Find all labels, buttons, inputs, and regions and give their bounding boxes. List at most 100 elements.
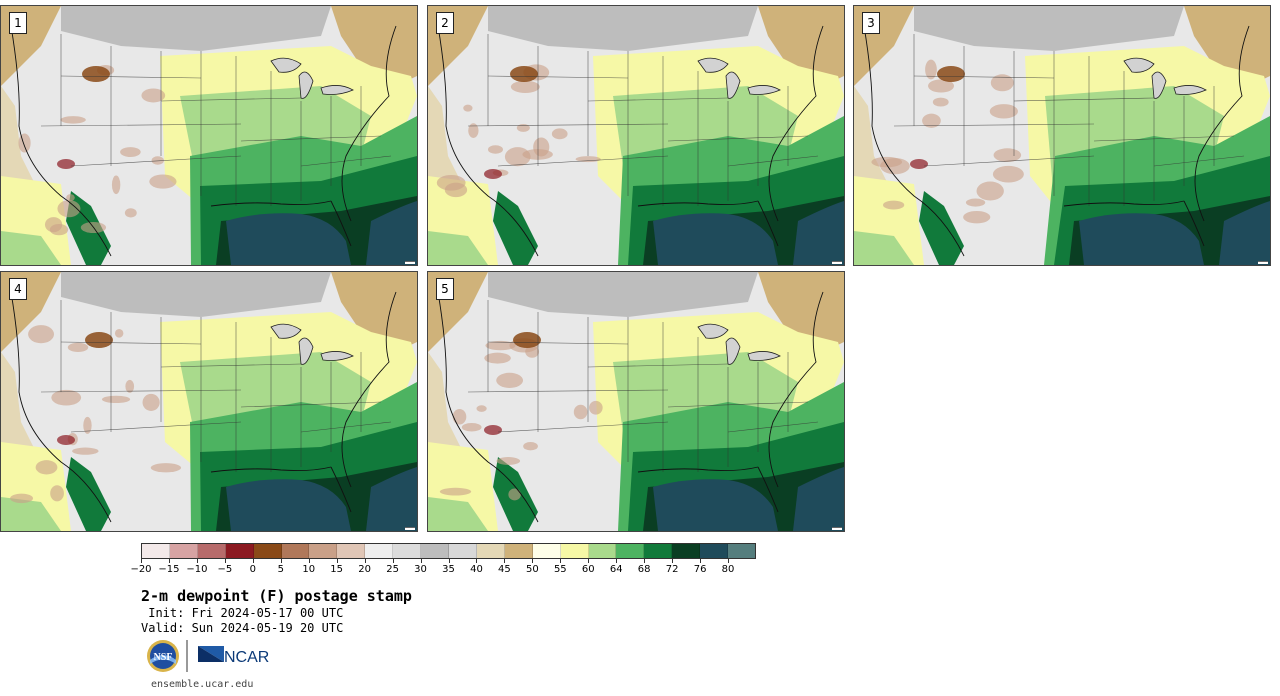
very-dry-patch [82,66,110,82]
colorbar-tick [532,559,534,563]
very-dry-patch [910,159,928,169]
colorbar-tick [644,559,646,563]
scale-mark [832,527,842,530]
colorbar-tick [448,559,450,563]
pacific-moist-zone [428,497,488,531]
colorbar-tick-label: 68 [637,564,651,575]
very-dry-patch [484,169,502,179]
state-boundary [497,421,669,433]
atlantic-ocean [366,467,417,531]
very-dry-patch [484,425,502,435]
colorbar-swatch [225,544,254,558]
dewpoint-map [854,6,1270,265]
dry-terrain-patch [51,389,82,406]
state-boundary [1093,135,1235,142]
colorbar-swatch [448,544,477,558]
atlantic-ocean [793,467,844,531]
great-lake [725,337,741,365]
dry-terrain-patch [10,493,34,504]
state-boundary [487,341,629,345]
colorbar-tick [728,559,730,563]
colorbar-tick [336,559,338,563]
panel-number: 2 [436,12,454,34]
stamp-panel-1: 1 [0,5,418,266]
stamp-panel-4: 4 [0,271,418,532]
dry-terrain-patch [60,116,86,124]
dry-terrain-patch [468,123,479,138]
panel-number: 5 [436,278,454,300]
state-boundary [667,135,809,142]
dry-terrain-patch [871,156,903,168]
state-boundary [727,155,819,167]
canada-dry-zone [61,272,331,317]
west-coastline [10,291,112,523]
colorbar-swatch [253,544,282,558]
west-coastline [10,25,112,257]
state-boundary [160,363,302,368]
dewpoint-map [428,6,844,265]
dry-terrain-patch [114,329,124,338]
gulf-coastline [637,466,759,473]
atlantic-ocean [366,201,417,265]
panel-number: 1 [9,12,27,34]
canada-dry-zone [61,6,331,51]
stamp-panel-5: 5 [427,271,845,532]
dry-terrain-patch [510,80,540,93]
dry-terrain-patch [496,457,521,465]
dry-terrain-patch [992,165,1024,183]
dry-terrain-patch [142,393,160,411]
gulf-of-mexico [653,213,778,265]
great-lake [725,71,741,99]
dewpoint-map [1,6,417,265]
logos: NSF NCAR [147,640,269,672]
colorbar-tick [476,559,478,563]
dry-terrain-patch [150,463,182,473]
panel-number: 3 [862,12,880,34]
colorbar-swatch [281,544,310,558]
dry-terrain-patch [67,342,89,353]
great-lake [747,85,781,95]
dry-terrain-patch [125,379,135,393]
very-dry-patch [57,159,75,169]
canada-dry-zone [488,272,758,317]
state-boundary [497,155,669,167]
florida-coastline [1183,200,1205,247]
colorbar-tick [588,559,590,563]
state-boundary [160,97,302,102]
colorbar-swatch [337,544,366,558]
colorbar-tick-label: −10 [186,564,208,575]
colorbar-swatch [532,544,561,558]
gulf-of-mexico [226,213,351,265]
dry-terrain-patch [496,372,523,388]
canada-east-zone [1184,6,1270,86]
east-coastline [1194,25,1250,222]
dewpoint-map [1,272,417,531]
colorbar-tick-label: 20 [358,564,371,575]
gulf-coastline [1063,200,1185,207]
florida-coastline [330,200,352,247]
dry-terrain-patch [484,352,511,364]
colorbar-swatch [476,544,505,558]
florida-coastline [330,466,352,513]
state-boundary [487,75,629,79]
state-boundary [60,341,202,345]
colorbar-tick-label: −20 [130,564,152,575]
state-boundary [240,401,382,408]
dry-terrain-patch [72,447,99,455]
dry-terrain-patch [49,223,69,236]
colorbar-tick-label: 10 [302,564,316,575]
great-lake [1173,85,1207,95]
dry-terrain-patch [35,460,58,475]
great-lake [747,351,781,361]
florida-coastline [757,466,779,513]
dry-terrain-patch [522,149,553,160]
dry-terrain-patch [111,175,121,195]
dry-terrain-patch [932,97,949,107]
pacific-coast-zone [1,86,41,206]
florida-coastline [757,200,779,247]
dry-terrain-patch [120,147,141,158]
pacific-moist-zone [854,231,914,265]
pacific-coast-zone [428,352,468,472]
colorbar-tick-label: 5 [277,564,284,575]
dry-terrain-patch [523,442,538,451]
